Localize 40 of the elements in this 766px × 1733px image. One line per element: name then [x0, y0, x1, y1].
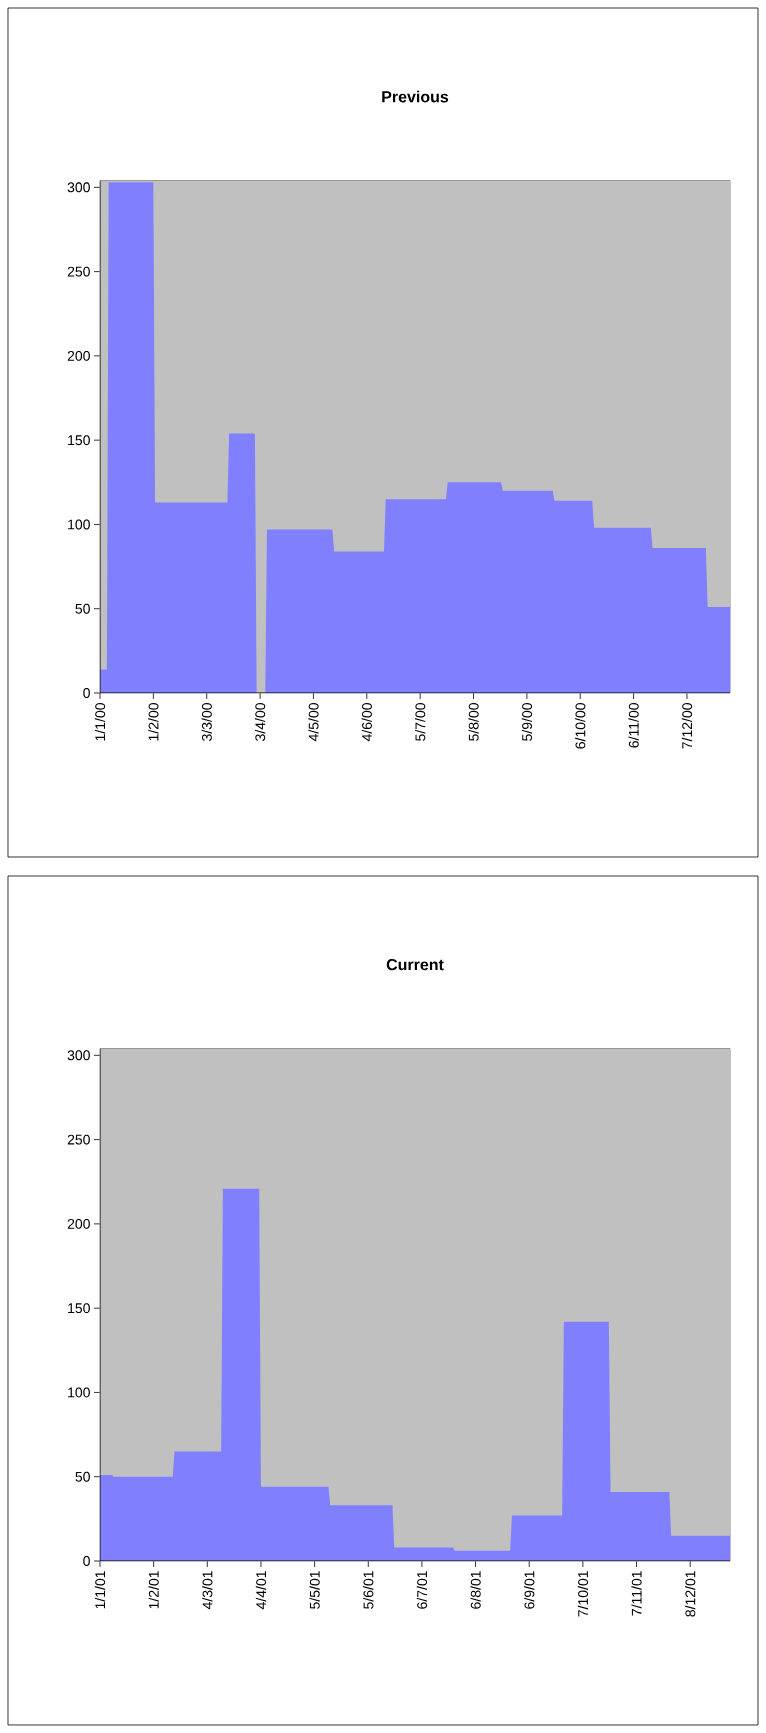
- x-tick-label: 6/9/01: [524, 1571, 535, 1609]
- y-tick-label: 300: [67, 182, 90, 193]
- x-tick-label: 4/3/01: [202, 1571, 213, 1610]
- y-tick-label: 0: [83, 688, 90, 698]
- x-tick-label: 5/8/00: [468, 703, 479, 741]
- y-tick-label: 0: [83, 1556, 90, 1566]
- y-tick-label: 50: [75, 1471, 90, 1482]
- x-tick-label: 3/3/00: [201, 703, 212, 741]
- y-tick-label: 100: [68, 1387, 90, 1398]
- y-tick-label: 250: [67, 266, 90, 277]
- x-tick-label: 6/8/01: [470, 1571, 481, 1609]
- x-tick-label: 5/5/01: [309, 1571, 320, 1609]
- x-tick-label: 7/11/01: [631, 1571, 642, 1616]
- x-tick-label: 8/12/01: [685, 1571, 696, 1617]
- x-tick-label: 1/2/00: [148, 703, 159, 741]
- y-tick-label: 300: [67, 1050, 90, 1061]
- x-tick-label: 7/12/00: [681, 703, 693, 749]
- y-tick-label: 200: [67, 350, 90, 361]
- chart-title: Previous: [382, 90, 449, 103]
- y-tick-label: 200: [67, 1218, 90, 1229]
- x-tick-label: 4/6/00: [361, 703, 372, 742]
- x-tick-label: 5/9/00: [521, 703, 533, 741]
- x-tick-label: 6/11/00: [628, 703, 639, 748]
- x-tick-label: 1/1/00: [94, 703, 106, 741]
- x-tick-label: 7/10/01: [577, 1571, 589, 1617]
- x-tick-label: 5/6/01: [363, 1571, 374, 1609]
- x-tick-label: 3/4/00: [254, 703, 266, 741]
- y-tick-label: 150: [68, 435, 90, 446]
- y-tick-label: 250: [67, 1134, 90, 1145]
- y-tick-label: 150: [68, 1303, 90, 1314]
- x-tick-label: 6/10/00: [575, 703, 586, 749]
- x-tick-label: 1/2/01: [148, 1571, 159, 1609]
- x-tick-label: 6/7/01: [416, 1571, 428, 1609]
- x-tick-label: 5/7/00: [415, 703, 426, 741]
- chart-title: Current: [386, 958, 444, 971]
- x-tick-label: 4/4/01: [255, 1571, 267, 1610]
- x-tick-label: 1/1/01: [94, 1571, 106, 1609]
- x-tick-label: 4/5/00: [308, 703, 319, 742]
- y-tick-label: 100: [68, 519, 90, 530]
- y-tick-label: 50: [75, 603, 90, 614]
